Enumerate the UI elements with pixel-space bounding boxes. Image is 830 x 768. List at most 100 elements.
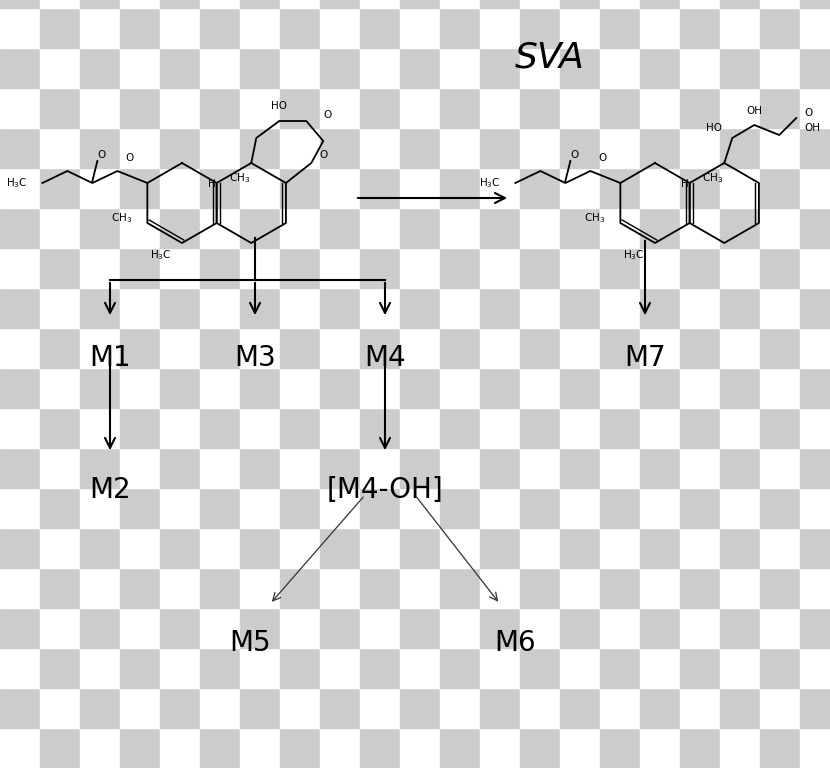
Bar xyxy=(640,8,680,48)
Bar xyxy=(400,248,440,288)
Bar xyxy=(720,728,760,768)
Bar xyxy=(720,528,760,568)
Bar xyxy=(680,208,720,248)
Bar xyxy=(760,648,800,688)
Bar xyxy=(120,248,160,288)
Bar xyxy=(640,408,680,448)
Bar xyxy=(0,728,40,768)
Bar xyxy=(480,0,520,8)
Bar xyxy=(280,648,320,688)
Bar xyxy=(40,568,80,608)
Bar xyxy=(400,688,440,728)
Bar xyxy=(120,688,160,728)
Bar xyxy=(360,8,400,48)
Bar xyxy=(160,8,200,48)
Bar xyxy=(520,408,560,448)
Bar xyxy=(640,48,680,88)
Bar xyxy=(120,8,160,48)
Bar xyxy=(160,128,200,168)
Bar xyxy=(240,608,280,648)
Bar xyxy=(400,128,440,168)
Bar xyxy=(440,648,480,688)
Bar xyxy=(400,288,440,328)
Bar xyxy=(280,88,320,128)
Bar xyxy=(800,8,830,48)
Bar xyxy=(680,288,720,328)
Bar xyxy=(600,168,640,208)
Bar xyxy=(200,248,240,288)
Bar xyxy=(680,648,720,688)
Bar xyxy=(120,408,160,448)
Bar xyxy=(800,568,830,608)
Bar xyxy=(640,688,680,728)
Bar xyxy=(0,528,40,568)
Bar xyxy=(280,368,320,408)
Bar xyxy=(120,368,160,408)
Bar xyxy=(400,488,440,528)
Bar xyxy=(80,688,120,728)
Bar xyxy=(120,88,160,128)
Bar xyxy=(200,288,240,328)
Bar xyxy=(360,248,400,288)
Bar xyxy=(760,488,800,528)
Bar xyxy=(280,128,320,168)
Bar xyxy=(680,0,720,8)
Bar xyxy=(360,728,400,768)
Bar xyxy=(160,488,200,528)
Bar xyxy=(800,208,830,248)
Bar xyxy=(320,648,360,688)
Bar xyxy=(440,488,480,528)
Bar xyxy=(640,208,680,248)
Bar xyxy=(640,0,680,8)
Text: [M4-OH]: [M4-OH] xyxy=(327,476,443,504)
Bar xyxy=(760,48,800,88)
Bar xyxy=(200,728,240,768)
Bar xyxy=(800,648,830,688)
Text: H$_3$C: H$_3$C xyxy=(6,176,27,190)
Bar xyxy=(600,528,640,568)
Bar xyxy=(360,648,400,688)
Bar xyxy=(720,408,760,448)
Bar xyxy=(720,288,760,328)
Bar xyxy=(200,128,240,168)
Bar xyxy=(800,728,830,768)
Bar xyxy=(720,568,760,608)
Bar xyxy=(280,728,320,768)
Bar xyxy=(560,208,600,248)
Bar xyxy=(120,48,160,88)
Bar xyxy=(520,8,560,48)
Bar xyxy=(760,168,800,208)
Bar xyxy=(640,368,680,408)
Bar xyxy=(40,248,80,288)
Bar xyxy=(200,408,240,448)
Bar xyxy=(40,488,80,528)
Bar xyxy=(320,368,360,408)
Bar xyxy=(720,48,760,88)
Bar xyxy=(720,0,760,8)
Bar xyxy=(680,568,720,608)
Bar xyxy=(280,608,320,648)
Bar xyxy=(480,168,520,208)
Bar xyxy=(760,608,800,648)
Bar xyxy=(200,648,240,688)
Bar xyxy=(320,528,360,568)
Bar xyxy=(120,488,160,528)
Bar xyxy=(680,528,720,568)
Bar xyxy=(240,48,280,88)
Bar xyxy=(480,528,520,568)
Text: O: O xyxy=(320,150,328,160)
Bar xyxy=(800,688,830,728)
Bar xyxy=(440,328,480,368)
Text: H: H xyxy=(681,179,689,189)
Bar xyxy=(760,8,800,48)
Bar xyxy=(680,168,720,208)
Bar xyxy=(560,368,600,408)
Bar xyxy=(200,688,240,728)
Bar xyxy=(80,0,120,8)
Bar xyxy=(80,528,120,568)
Bar xyxy=(240,368,280,408)
Bar xyxy=(0,448,40,488)
Bar xyxy=(160,648,200,688)
Bar xyxy=(760,0,800,8)
Bar xyxy=(400,448,440,488)
